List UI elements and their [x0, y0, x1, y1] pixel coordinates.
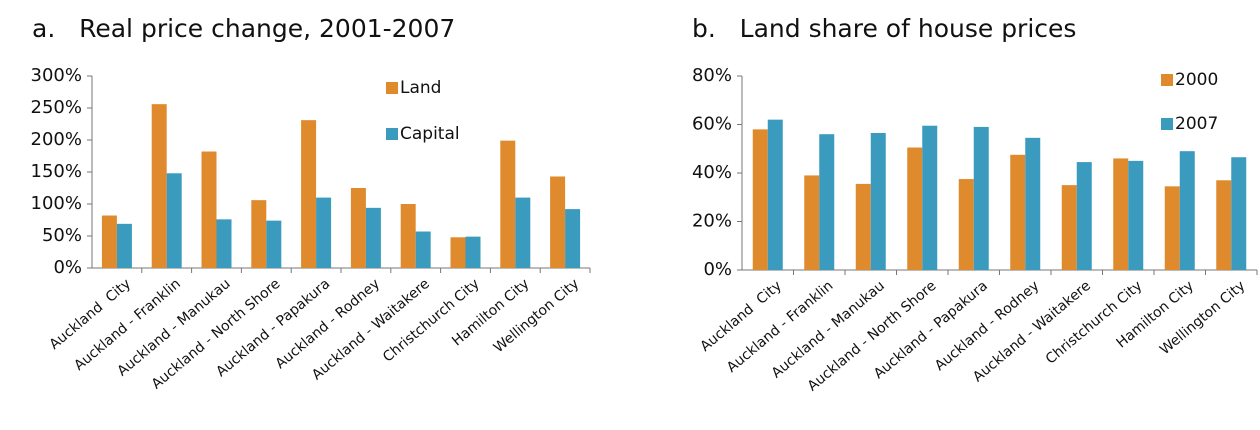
bar	[151, 104, 167, 268]
legend-swatch	[1161, 74, 1173, 86]
bar	[1128, 160, 1144, 270]
chart-title: b. Land share of house prices	[692, 14, 1076, 43]
bar	[855, 183, 871, 270]
bar	[415, 231, 431, 268]
y-tick-label: 300%	[31, 65, 82, 86]
bar	[907, 147, 923, 270]
y-tick-label: 250%	[31, 97, 82, 118]
bar	[1216, 180, 1232, 270]
y-tick-label: 200%	[31, 129, 82, 150]
bar	[958, 179, 974, 270]
y-tick-label: 100%	[31, 193, 82, 214]
x-tick-label: Wellington City	[1157, 278, 1248, 358]
bar	[550, 176, 566, 268]
y-tick-label: 0%	[703, 259, 732, 280]
y-tick-label: 0%	[53, 257, 82, 278]
bar	[565, 209, 581, 268]
bar	[101, 215, 117, 268]
legend-swatch	[386, 82, 398, 94]
y-tick-label: 60%	[692, 114, 732, 135]
bar	[752, 129, 768, 270]
bar	[201, 151, 217, 268]
bar	[1010, 154, 1026, 270]
bar	[819, 134, 835, 270]
bar	[1076, 162, 1092, 270]
legend-swatch	[1161, 118, 1173, 130]
legend-swatch	[386, 128, 398, 140]
bar	[116, 223, 132, 268]
bar	[515, 197, 531, 268]
bar	[316, 197, 332, 268]
bar	[166, 173, 182, 268]
bar	[1113, 158, 1129, 270]
bar	[350, 188, 366, 268]
y-tick-label: 40%	[692, 162, 732, 183]
bar	[973, 126, 989, 270]
bar	[1025, 137, 1041, 270]
bar	[922, 125, 938, 271]
chart-title: a. Real price change, 2001-2007	[32, 14, 455, 43]
y-tick-label: 150%	[31, 161, 82, 182]
bar	[1164, 186, 1180, 270]
bar	[1061, 185, 1077, 270]
legend-label: Land	[400, 78, 441, 98]
legend-label: Capital	[400, 124, 460, 144]
bar	[1231, 157, 1247, 270]
legend-label: 2000	[1175, 70, 1218, 90]
bar	[465, 236, 481, 268]
bar	[870, 132, 886, 270]
bar	[216, 219, 232, 268]
bar	[804, 175, 820, 270]
y-tick-label: 80%	[692, 65, 732, 86]
y-tick-label: 20%	[692, 211, 732, 232]
bar	[365, 207, 381, 268]
legend-label: 2007	[1175, 114, 1218, 134]
x-tick-label: Christchurch City	[1043, 278, 1146, 368]
x-tick-label: Wellington City	[491, 276, 582, 356]
bar	[1179, 151, 1195, 270]
bar	[500, 140, 516, 268]
bar	[251, 200, 267, 268]
x-tick-label: Auckland City	[47, 276, 135, 353]
bar	[450, 237, 466, 268]
bar	[301, 120, 317, 268]
bar	[767, 119, 783, 271]
y-tick-label: 50%	[42, 225, 82, 246]
bar	[400, 204, 416, 268]
bar	[266, 220, 282, 268]
